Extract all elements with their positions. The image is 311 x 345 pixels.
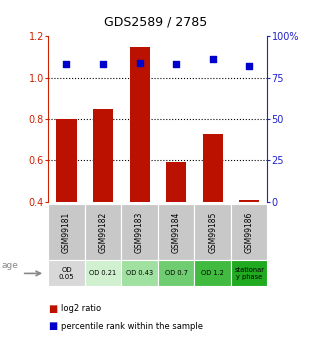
Point (210, 57, 215, 62)
Point (137, 60, 142, 66)
Text: OD 0.7: OD 0.7 (165, 270, 188, 276)
Bar (231, 204, 267, 260)
Bar (56, 119, 77, 202)
Point (174, 62, 179, 67)
Text: OD 0.43: OD 0.43 (126, 270, 153, 276)
Point (64, 62, 69, 67)
Text: GSM99182: GSM99182 (99, 211, 108, 253)
Text: ■: ■ (48, 304, 58, 314)
Bar (121, 260, 158, 286)
Bar (93, 109, 113, 202)
Text: GDS2589 / 2785: GDS2589 / 2785 (104, 16, 207, 29)
Text: GSM99185: GSM99185 (208, 211, 217, 253)
Bar (158, 260, 194, 286)
Bar (231, 260, 267, 286)
Point (100, 62, 105, 67)
Bar (121, 204, 158, 260)
Text: OD
0.05: OD 0.05 (59, 267, 74, 280)
Text: log2 ratio: log2 ratio (61, 304, 101, 313)
Bar (239, 200, 259, 202)
Bar (166, 162, 186, 202)
Bar (85, 260, 121, 286)
Bar (194, 204, 231, 260)
Bar (129, 47, 150, 202)
Point (247, 63, 252, 69)
Bar (48, 260, 85, 286)
Text: OD 0.21: OD 0.21 (90, 270, 117, 276)
Text: age: age (2, 261, 18, 270)
Bar (48, 204, 85, 260)
Text: GSM99186: GSM99186 (245, 211, 254, 253)
Text: GSM99183: GSM99183 (135, 211, 144, 253)
Text: OD 1.2: OD 1.2 (201, 270, 224, 276)
Text: percentile rank within the sample: percentile rank within the sample (61, 322, 203, 331)
Bar (194, 260, 231, 286)
Text: GSM99181: GSM99181 (62, 211, 71, 253)
Bar (158, 204, 194, 260)
Text: stationar
y phase: stationar y phase (234, 267, 264, 280)
Text: ■: ■ (48, 321, 58, 331)
Text: GSM99184: GSM99184 (172, 211, 181, 253)
Bar (85, 204, 121, 260)
Bar (202, 134, 223, 202)
